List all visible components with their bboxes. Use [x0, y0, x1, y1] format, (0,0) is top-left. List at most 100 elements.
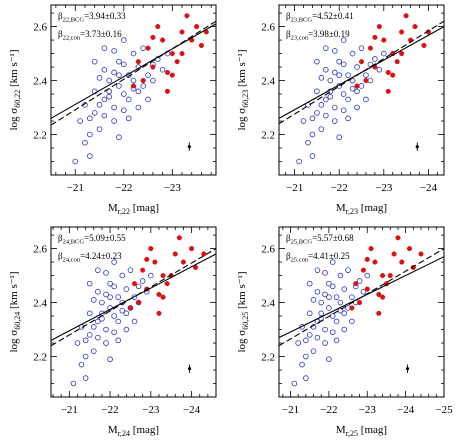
control-point: [305, 139, 311, 146]
control-point: [120, 37, 127, 43]
bcg-point: [150, 64, 156, 70]
control-point: [354, 64, 360, 70]
bcg-point: [390, 72, 396, 78]
bcg-point: [357, 300, 363, 306]
control-point: [322, 340, 328, 346]
control-point: [327, 77, 334, 84]
control-point: [337, 272, 344, 279]
control-point: [111, 69, 117, 76]
control-point: [310, 297, 317, 303]
bcg-point: [376, 310, 382, 316]
errorbar-point: [405, 367, 410, 371]
bcg-point: [174, 59, 180, 65]
control-point: [314, 58, 320, 65]
y-tick-label: 2.2: [261, 130, 275, 142]
control-point: [333, 318, 340, 325]
control-point: [295, 340, 301, 346]
control-point: [322, 291, 328, 298]
bcg-point: [156, 291, 162, 298]
control-point: [159, 66, 166, 73]
control-point: [70, 380, 77, 387]
control-point: [326, 294, 332, 300]
control-point: [327, 93, 334, 100]
plot-area: [51, 235, 216, 387]
control-point: [91, 110, 98, 116]
bcg-point: [189, 246, 195, 252]
bcg-point: [418, 251, 424, 257]
y-axis-label: log σ60,24 [km s⁻¹]: [8, 271, 22, 352]
control-point: [123, 310, 130, 317]
x-axis-label: Mr,24 [mag]: [108, 424, 159, 438]
control-point: [131, 294, 138, 300]
panel-1: −21 −22 −23 2.2 2.4 2.6 β22,BCG=3.94±0.33 β22,c…: [8, 4, 217, 216]
control-point: [115, 337, 122, 344]
bcg-point: [184, 13, 190, 19]
bcg-point: [169, 72, 175, 78]
control-point: [349, 50, 356, 57]
control-point: [119, 307, 126, 314]
control-point: [86, 332, 93, 338]
bcg-point: [380, 294, 386, 300]
control-point: [340, 107, 347, 114]
control-point: [322, 326, 328, 333]
control-point: [130, 50, 137, 57]
bcg-point: [169, 51, 175, 57]
bcg-point: [349, 305, 355, 311]
control-point: [349, 85, 356, 92]
control-point: [90, 324, 97, 330]
bcg-point: [372, 34, 378, 40]
control-point: [148, 272, 154, 279]
control-point: [349, 294, 355, 300]
control-point: [135, 88, 142, 95]
control-point: [90, 297, 97, 303]
control-point: [303, 337, 309, 344]
bcg-point: [150, 34, 156, 40]
control-point: [367, 77, 374, 84]
control-point: [82, 375, 89, 381]
plot-area: [279, 13, 444, 165]
bcg-point: [364, 256, 370, 262]
x-tick-label: −22: [320, 404, 337, 416]
control-point: [115, 318, 122, 325]
bcg-point: [160, 37, 166, 43]
bcg-point: [131, 281, 138, 287]
fit-line-dashed: [51, 20, 216, 126]
control-point: [145, 72, 151, 78]
control-point: [99, 299, 105, 306]
bcg-point: [144, 256, 150, 262]
fit-line-dashed: [51, 248, 216, 347]
slope-annotation: β23,BCG=4.52±0.41: [286, 11, 354, 24]
bcg-point: [399, 259, 405, 265]
bcg-point: [164, 281, 170, 287]
control-point: [356, 278, 363, 284]
control-point: [111, 118, 117, 124]
control-point: [135, 283, 142, 290]
control-point: [130, 77, 137, 84]
fit-line-solid: [279, 26, 444, 119]
control-point: [363, 96, 369, 103]
control-point: [329, 283, 336, 290]
bcg-point: [353, 281, 359, 287]
control-point: [306, 310, 313, 317]
control-point: [318, 310, 325, 317]
bcg-point: [380, 273, 386, 279]
control-point: [111, 48, 117, 54]
control-point: [86, 280, 93, 287]
errorbar-point: [187, 145, 191, 149]
control-point: [360, 288, 367, 295]
control-point: [341, 286, 348, 292]
control-point: [111, 283, 117, 290]
control-point: [331, 118, 338, 124]
control-point: [96, 102, 103, 108]
y-tick-label: 2.6: [261, 244, 275, 256]
control-point: [106, 77, 113, 84]
control-point: [314, 110, 320, 116]
fit-line-dashed: [279, 248, 444, 347]
bcg-point: [376, 291, 382, 298]
control-point: [103, 291, 109, 298]
bcg-point: [152, 259, 158, 265]
panel-3: −21 −22 −23 −24 2.2 2.4 2.6 β24,BCG=5.09±0.55 β2…: [8, 226, 217, 438]
control-point: [331, 104, 338, 111]
bcg-point: [194, 24, 200, 30]
control-point: [333, 294, 340, 300]
